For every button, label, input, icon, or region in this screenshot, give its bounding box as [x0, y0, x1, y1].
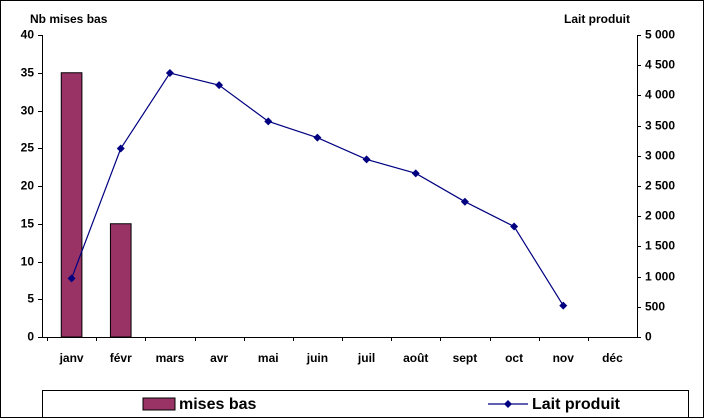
y-tick-label: 0	[27, 330, 34, 344]
legend-marker	[504, 400, 512, 408]
x-tick-label: nov	[553, 351, 575, 365]
y2-tick-label: 3 500	[645, 119, 675, 133]
legend-label: Lait produit	[532, 396, 621, 413]
x-tick-label: janv	[59, 351, 84, 365]
y2-tick-label: 2 500	[645, 179, 675, 193]
y-tick-label: 10	[21, 255, 35, 269]
y2-tick-label: 1 000	[645, 270, 675, 284]
point	[510, 222, 519, 231]
legend-label: mises bas	[179, 396, 256, 413]
point	[215, 81, 224, 90]
y2-tick-label: 0	[645, 330, 652, 344]
x-tick-label: avr	[210, 351, 228, 365]
x-tick-label: sept	[453, 351, 478, 365]
y2-tick-label: 4 500	[645, 58, 675, 72]
y-tick-label: 30	[21, 104, 35, 118]
y-tick-label: 20	[21, 179, 35, 193]
y2-tick-label: 1 500	[645, 239, 675, 253]
x-tick-label: oct	[505, 351, 523, 365]
legend-swatch	[142, 397, 176, 411]
x-tick-label: août	[403, 351, 428, 365]
y-axis-title: Nb mises bas	[30, 12, 108, 26]
y2-tick-label: 3 000	[645, 149, 675, 163]
point	[362, 155, 371, 164]
x-tick-label: mai	[258, 351, 279, 365]
x-tick-label: juil	[357, 351, 375, 365]
y-tick-label: 5	[27, 292, 34, 306]
point	[460, 197, 469, 206]
point	[411, 169, 420, 178]
y2-tick-label: 5 000	[645, 28, 675, 42]
y2-axis-title: Lait produit	[564, 12, 630, 26]
point	[116, 144, 125, 153]
y-tick-label: 15	[21, 217, 35, 231]
point	[313, 133, 322, 142]
point	[264, 117, 273, 126]
point	[165, 69, 174, 78]
bar	[60, 72, 83, 338]
x-tick-label: juin	[306, 351, 328, 365]
bar	[109, 223, 132, 338]
y2-tick-label: 4 000	[645, 88, 675, 102]
y-tick-label: 40	[21, 28, 35, 42]
y-tick-label: 25	[21, 141, 35, 155]
x-tick-label: déc	[602, 351, 623, 365]
point	[67, 274, 76, 283]
x-tick-label: mars	[156, 351, 185, 365]
y2-tick-label: 500	[645, 300, 665, 314]
point	[559, 301, 568, 310]
y2-tick-label: 2 000	[645, 209, 675, 223]
y-tick-label: 35	[21, 66, 35, 80]
x-tick-label: févr	[110, 351, 132, 365]
